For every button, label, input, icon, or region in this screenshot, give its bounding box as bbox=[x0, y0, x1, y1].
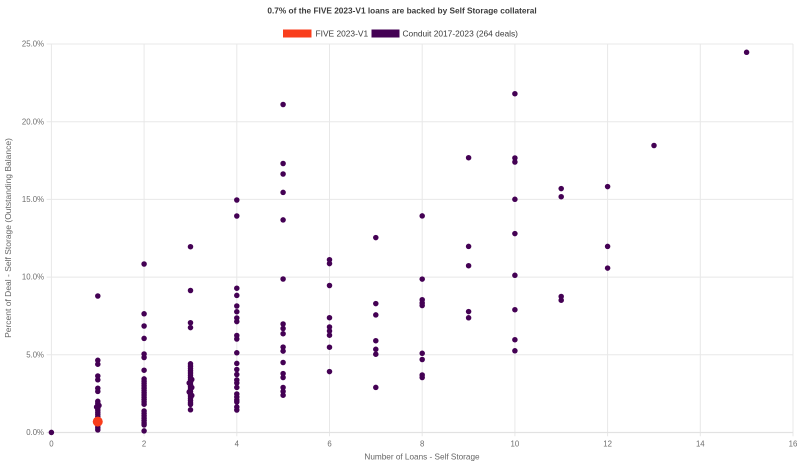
svg-text:Number of Loans - Self Storage: Number of Loans - Self Storage bbox=[364, 453, 480, 462]
svg-text:2: 2 bbox=[142, 440, 146, 449]
svg-text:10.0%: 10.0% bbox=[22, 273, 44, 282]
svg-text:0.7% of the FIVE 2023-V1 loans: 0.7% of the FIVE 2023-V1 loans are backe… bbox=[267, 6, 536, 16]
svg-text:15.0%: 15.0% bbox=[22, 195, 44, 204]
svg-text:0: 0 bbox=[49, 440, 54, 449]
svg-text:6: 6 bbox=[327, 440, 331, 449]
svg-text:12: 12 bbox=[603, 440, 612, 449]
svg-text:Percent of Deal - Self Storage: Percent of Deal - Self Storage (Outstand… bbox=[3, 138, 13, 338]
svg-text:25.0%: 25.0% bbox=[22, 40, 44, 49]
svg-text:4: 4 bbox=[235, 440, 240, 449]
svg-text:8: 8 bbox=[420, 440, 424, 449]
svg-text:5.0%: 5.0% bbox=[26, 350, 44, 359]
svg-text:0.0%: 0.0% bbox=[26, 428, 44, 437]
svg-text:16: 16 bbox=[789, 440, 798, 449]
svg-text:20.0%: 20.0% bbox=[22, 117, 44, 126]
svg-text:14: 14 bbox=[696, 440, 705, 449]
svg-text:10: 10 bbox=[511, 440, 520, 449]
svg-text:FIVE 2023-V1: FIVE 2023-V1 bbox=[316, 29, 369, 39]
svg-text:Conduit 2017-2023 (264 deals): Conduit 2017-2023 (264 deals) bbox=[403, 29, 519, 39]
